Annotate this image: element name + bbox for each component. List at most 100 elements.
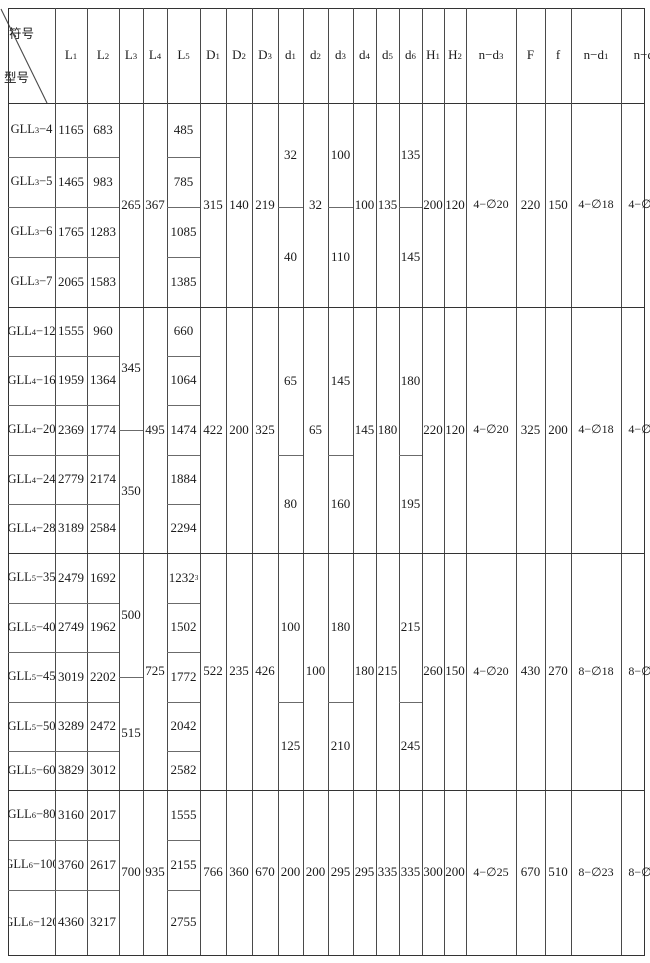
cell-L2-value: 1283	[90, 223, 116, 239]
model-name-prefix: GLL	[10, 122, 35, 137]
cell-L3-value: 265	[121, 196, 141, 212]
cell-nd2-value: 4−∅18	[628, 422, 650, 437]
cell-H2-value: 150	[445, 663, 465, 679]
column-header-d3-label: d	[335, 47, 342, 63]
cell-nd2: 4−∅18	[621, 307, 650, 553]
model-name-cell: GLL 6 −80	[8, 807, 55, 822]
cell-L1-value: 1165	[58, 121, 84, 137]
cell-L1-value: 2749	[58, 619, 84, 635]
cell-L5-value: 2294	[170, 520, 197, 536]
cell-L1: 2369	[55, 405, 87, 455]
cell-L2: 2174	[87, 455, 119, 504]
cell-d3: 295	[328, 790, 353, 955]
column-header-d6-label: d	[405, 47, 412, 63]
cell-d5: 135	[376, 103, 399, 307]
model-name-suffix: −80	[36, 807, 55, 822]
cell-d3: 210	[328, 702, 353, 790]
column-header-d5-label: d	[382, 47, 389, 63]
cell-H1-value: 260	[423, 663, 443, 679]
model-name-cell: GLL 4 −24	[8, 471, 55, 486]
cell-d1: 100	[278, 553, 303, 702]
cell-L2-value: 2174	[90, 471, 116, 487]
column-header-L2-label: L	[96, 47, 105, 63]
cell-F-value: 430	[520, 663, 541, 679]
cell-D2: 200	[226, 307, 252, 553]
cell-d1-value: 40	[284, 248, 297, 264]
cell-nd1-value: 8−∅18	[578, 663, 614, 678]
cell-L5-value: 1474	[170, 421, 197, 437]
column-header-D1-label: D	[206, 47, 216, 63]
cell-nd2-value: 8−∅23	[628, 864, 650, 879]
column-divider	[571, 8, 572, 955]
cell-D1: 766	[200, 790, 226, 955]
row-divider	[8, 751, 119, 752]
cell-L2-value: 3012	[90, 762, 116, 778]
cell-H1: 200	[422, 103, 444, 307]
model-name-suffix: −40	[36, 619, 55, 634]
cell-d2-value: 65	[309, 421, 322, 437]
column-header-f: f	[545, 8, 571, 103]
cell-L5-value: 2755	[170, 914, 197, 930]
column-divider	[516, 8, 517, 955]
cell-f: 270	[545, 553, 571, 790]
column-divider	[8, 8, 9, 955]
cell-f: 200	[545, 307, 571, 553]
cell-d4-value: 145	[354, 421, 375, 437]
cell-d3-value: 160	[330, 495, 351, 511]
cell-D3: 219	[252, 103, 278, 307]
cell-L1-value: 3019	[58, 668, 84, 684]
cell-d5: 215	[376, 553, 399, 790]
row-divider	[8, 356, 119, 357]
cell-nd2: 8−∅23	[621, 790, 650, 955]
row-divider	[328, 207, 353, 208]
model-name-cell: GLL 4 −28	[8, 520, 55, 535]
row-divider	[8, 840, 119, 841]
row-divider	[8, 207, 119, 208]
cell-d6-value: 180	[400, 372, 421, 388]
column-header-D2-label: D	[232, 47, 242, 63]
cell-d1: 65	[278, 307, 303, 455]
cell-L5: 2155	[167, 840, 200, 890]
cell-L5-value: 1085	[170, 223, 197, 239]
column-header-f-label: f	[555, 47, 561, 63]
row-divider	[8, 455, 119, 456]
row-divider	[167, 603, 200, 604]
cell-L2-value: 1583	[90, 273, 116, 289]
cell-d2-value: 100	[305, 663, 326, 679]
cell-L1: 3289	[55, 702, 87, 751]
cell-H2: 150	[444, 553, 466, 790]
cell-nd1: 8−∅23	[571, 790, 621, 955]
cell-L5: 2294	[167, 504, 200, 553]
cell-L4-value: 725	[145, 663, 165, 679]
cell-L2-value: 1364	[90, 372, 116, 388]
column-divider	[353, 8, 354, 955]
row-divider	[8, 652, 119, 653]
cell-L5: 1502	[167, 603, 200, 652]
cell-L5: 2042	[167, 702, 200, 751]
cell-d6: 180	[399, 307, 422, 455]
cell-L2: 2017	[87, 790, 119, 840]
model-name-suffix: −12	[36, 323, 55, 338]
column-header-d2-label: d	[310, 47, 317, 63]
cell-L1: 2479	[55, 553, 87, 603]
cell-f-value: 270	[548, 663, 568, 679]
cell-nd1-value: 4−∅18	[578, 422, 614, 437]
cell-L1: 3019	[55, 652, 87, 702]
cell-L4-value: 495	[145, 421, 165, 437]
cell-nd1: 4−∅18	[571, 307, 621, 553]
cell-L5: 1474	[167, 405, 200, 455]
corner-symbol-label: 符号	[9, 26, 35, 41]
cell-L5-value: 1884	[170, 471, 197, 487]
cell-L5: 2755	[167, 890, 200, 955]
cell-nd3: 4−∅20	[466, 103, 516, 307]
cell-H1-value: 220	[423, 421, 443, 437]
column-divider	[143, 8, 144, 955]
cell-D1-value: 522	[203, 663, 223, 679]
cell-F: 430	[516, 553, 545, 790]
cell-d5: 180	[376, 307, 399, 553]
cell-H2: 120	[444, 103, 466, 307]
column-divider	[200, 8, 201, 955]
